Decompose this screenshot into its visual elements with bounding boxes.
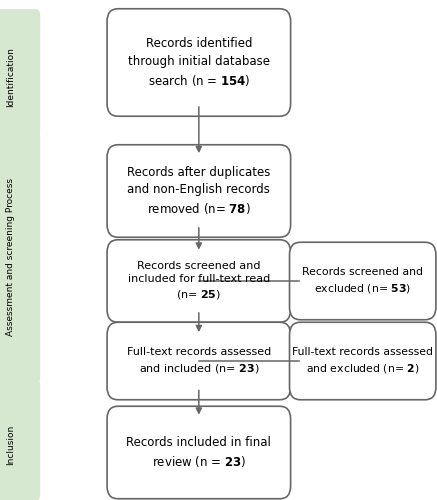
FancyBboxPatch shape: [107, 240, 291, 322]
FancyBboxPatch shape: [107, 145, 291, 238]
FancyBboxPatch shape: [289, 242, 436, 320]
Text: Records screened and
excluded (n= $\mathbf{53}$): Records screened and excluded (n= $\math…: [302, 268, 423, 294]
Text: Identification: Identification: [7, 48, 15, 108]
FancyBboxPatch shape: [107, 9, 291, 116]
Text: Records included in final
review (n = $\mathbf{23}$): Records included in final review (n = $\…: [126, 436, 271, 469]
FancyBboxPatch shape: [0, 9, 40, 138]
Text: Records screened and
included for full-text read
(n= $\mathbf{25}$): Records screened and included for full-t…: [128, 260, 270, 302]
FancyBboxPatch shape: [289, 322, 436, 400]
FancyBboxPatch shape: [107, 406, 291, 499]
FancyBboxPatch shape: [0, 132, 40, 384]
Text: Assessment and screening Process: Assessment and screening Process: [7, 178, 15, 336]
Text: Records identified
through initial database
search (n = $\mathbf{154}$): Records identified through initial datab…: [128, 37, 270, 88]
FancyBboxPatch shape: [0, 379, 40, 500]
FancyBboxPatch shape: [107, 322, 291, 400]
Text: Inclusion: Inclusion: [7, 425, 15, 465]
Text: Records after duplicates
and non-English records
removed (n= $\mathbf{78}$): Records after duplicates and non-English…: [127, 166, 271, 216]
Text: Full-text records assessed
and excluded (n= $\mathbf{2}$): Full-text records assessed and excluded …: [292, 348, 433, 374]
Text: Full-text records assessed
and included (n= $\mathbf{23}$): Full-text records assessed and included …: [127, 348, 271, 374]
